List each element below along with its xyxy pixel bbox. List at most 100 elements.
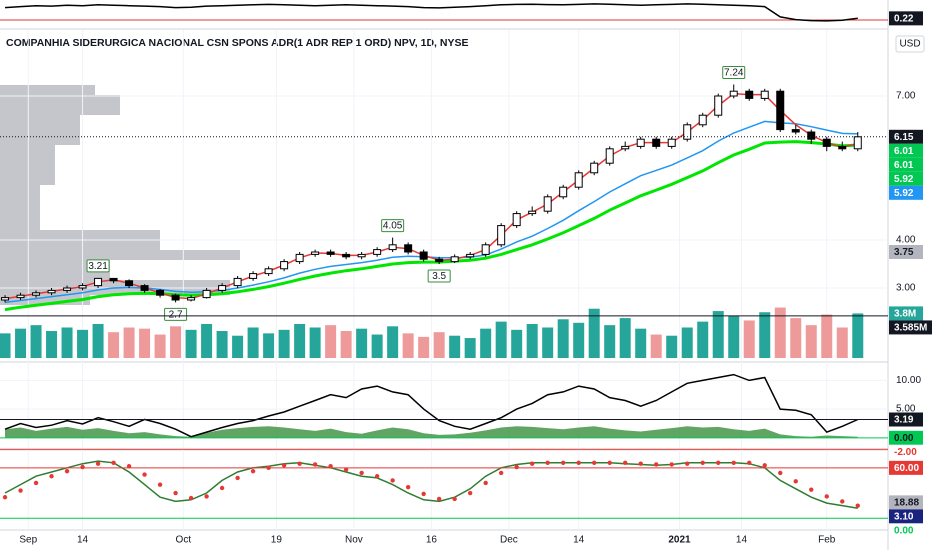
- volume-bar: [433, 332, 445, 358]
- volume-bar: [30, 325, 42, 358]
- candle-body: [760, 90, 769, 99]
- price-label-bg: [889, 306, 923, 321]
- volume-bar: [387, 326, 399, 358]
- candle-body: [435, 258, 444, 263]
- candle-body: [791, 129, 800, 133]
- indicator-dot: [33, 480, 39, 486]
- indicator-dot: [498, 470, 504, 476]
- volume-bar: [294, 323, 306, 358]
- indicator-dot: [545, 460, 550, 466]
- indicator-dot: [328, 463, 333, 469]
- volume-bar: [697, 321, 709, 358]
- x-tick-label: Nov: [345, 535, 363, 546]
- volume-bar: [371, 334, 383, 358]
- currency-button[interactable]: [895, 35, 925, 53]
- candle-body: [171, 294, 180, 301]
- candle-body: [419, 251, 428, 260]
- volume-bar: [77, 329, 89, 358]
- indicator-area: [5, 426, 858, 438]
- volume-bar: [526, 323, 538, 358]
- price-label: 3.75: [894, 247, 914, 258]
- volume-bar: [325, 325, 337, 358]
- candle-body: [745, 90, 754, 99]
- indicator-dot: [18, 488, 23, 493]
- candle-body: [47, 289, 56, 294]
- indicator-dot: [638, 461, 643, 466]
- candle-body: [78, 285, 87, 289]
- volume-bar: [154, 334, 166, 358]
- volume-bar: [480, 328, 492, 358]
- indicator-dot: [623, 460, 628, 466]
- price-label-bg: [889, 509, 923, 524]
- volume-bar: [92, 323, 104, 358]
- y-tick-label: 10.00: [896, 375, 921, 386]
- candle-body: [202, 289, 211, 299]
- indicator-dot: [716, 460, 721, 466]
- x-tick-label: 16: [426, 535, 438, 546]
- volume-bar: [790, 318, 802, 358]
- indicator-dot: [312, 462, 318, 467]
- candle-body: [714, 95, 723, 116]
- indicator-dot: [2, 495, 8, 500]
- indicator-dot: [142, 472, 147, 477]
- indicator-dot: [297, 461, 302, 466]
- candle-body: [326, 251, 335, 255]
- indicator-dot: [49, 474, 54, 479]
- volume-bar: [464, 338, 476, 358]
- candle-body: [125, 280, 134, 287]
- price-label: 6.15: [894, 132, 914, 143]
- price-label-bg: [889, 143, 923, 158]
- volume-bar: [185, 329, 197, 358]
- price-label: 60.00: [894, 463, 919, 474]
- price-label: -2.00: [894, 447, 917, 458]
- volume-bar: [650, 334, 662, 358]
- price-label-bg: [889, 171, 923, 186]
- candle-body: [1, 297, 10, 301]
- price-annotation-box: [722, 65, 746, 79]
- candle-body: [156, 289, 165, 296]
- volume-bar: [681, 327, 693, 358]
- candle-body: [32, 292, 41, 296]
- candle-body: [652, 138, 661, 147]
- price-label: 3.10: [894, 512, 914, 523]
- price-label-bg: [889, 157, 923, 172]
- price-annotation-box: [381, 219, 405, 233]
- candle-body: [140, 285, 149, 291]
- indicator-dot: [514, 464, 519, 470]
- indicator-dot: [405, 484, 411, 490]
- indicator-dot: [654, 462, 659, 467]
- indicator-dot: [809, 487, 814, 492]
- price-annotation: 3.21: [88, 261, 108, 272]
- price-label: 6.01: [894, 160, 914, 171]
- indicator-dot: [855, 503, 860, 508]
- price-label: 3.585M: [894, 323, 927, 334]
- x-tick-label: 19: [271, 535, 283, 546]
- price-label: 3.8M: [894, 309, 916, 320]
- candle-body: [233, 277, 242, 287]
- indicator-dot: [669, 462, 674, 467]
- price-label-bg: [889, 495, 923, 510]
- currency[interactable]: USD: [899, 39, 920, 50]
- price-label-bg: [889, 523, 923, 538]
- indicator-dot: [824, 494, 829, 499]
- indicator-dot: [374, 474, 380, 479]
- indicator-dot: [762, 463, 767, 468]
- candle-body: [822, 138, 831, 147]
- indicator-line: [4, 460, 858, 509]
- volume-bar: [619, 318, 631, 358]
- indicator-dot: [483, 480, 488, 486]
- candle-body: [559, 186, 568, 198]
- candle-body: [698, 114, 707, 126]
- volume-bar: [309, 327, 321, 358]
- price-label-bg: [889, 460, 923, 475]
- indicator-dot: [793, 479, 798, 484]
- indicator-dot: [188, 495, 194, 501]
- volume-bar: [495, 321, 507, 358]
- candle-body: [683, 124, 692, 140]
- volume-bar: [418, 336, 430, 358]
- price-label-bg: [889, 129, 923, 144]
- indicator-dot: [126, 463, 132, 469]
- volume-bar: [743, 320, 755, 358]
- indicator-dot: [343, 467, 349, 472]
- x-tick-label: 14: [77, 535, 89, 546]
